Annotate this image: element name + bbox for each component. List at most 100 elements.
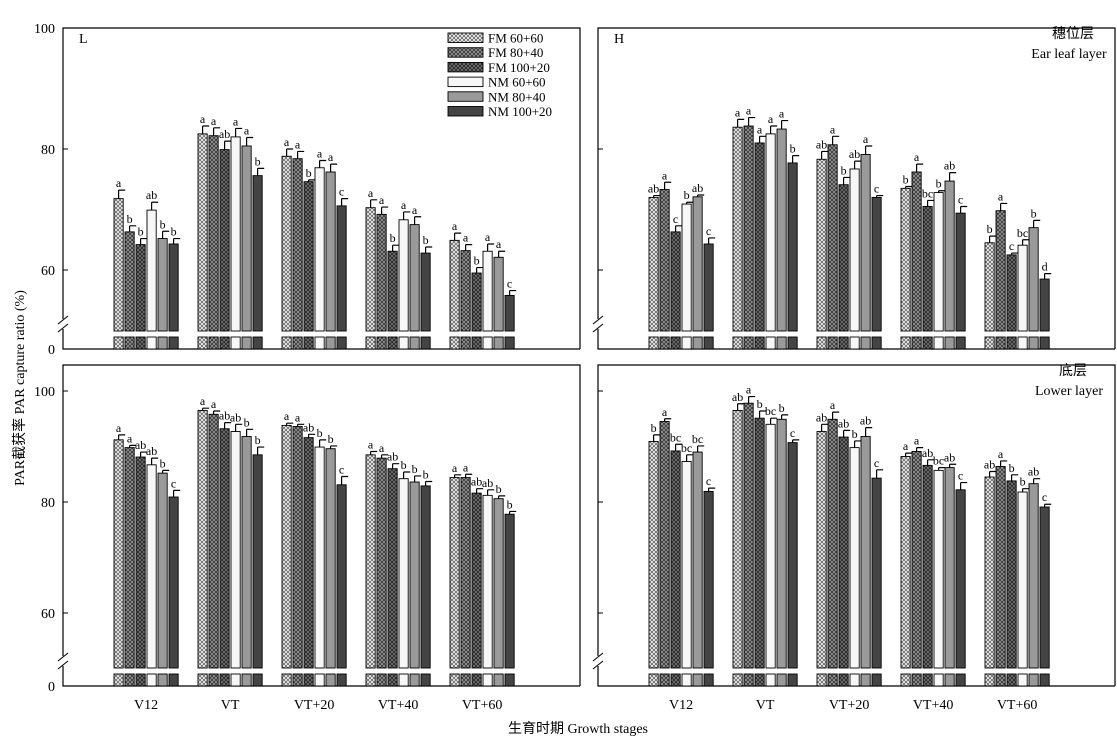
significance-label: a [863, 132, 869, 146]
significance-label: ab [984, 457, 995, 471]
bar-fm-100-20-vt-60 [1006, 254, 1017, 332]
bar-fm-80-40-v12 [124, 447, 135, 669]
error-bar [737, 403, 745, 411]
error-bar [1033, 219, 1041, 228]
error-bar [1044, 503, 1052, 507]
significance-label: a [662, 168, 668, 182]
bar-fm-100-20-v12 [670, 231, 681, 332]
bar-fm-80-40-vt-60 [460, 477, 471, 669]
bar-stub-nm-80-40-vt-20 [325, 673, 336, 687]
significance-label: ab [692, 181, 703, 195]
significance-label: a [735, 105, 741, 119]
bar-stub-fm-60-60-vt-20 [281, 336, 292, 350]
significance-label: c [790, 426, 795, 440]
error-bar [832, 411, 840, 420]
error-bar [454, 232, 462, 241]
bar-stub-nm-80-40-vt [776, 673, 787, 687]
bar-stub-nm-100-20-v12 [703, 336, 714, 350]
legend-swatch [447, 32, 484, 43]
error-bar [414, 475, 422, 483]
bar-stub-fm-60-60-v12 [113, 336, 124, 350]
bar-stub-fm-100-20-vt-20 [838, 336, 849, 350]
error-bar [770, 417, 778, 425]
bar-nm-80-40-vt [776, 418, 787, 669]
significance-label: a [244, 124, 250, 138]
bar-fm-100-20-vt-20 [303, 437, 314, 669]
bar-stub-nm-100-20-vt-60 [504, 673, 515, 687]
axis-frame [62, 27, 581, 349]
bar-stub-nm-100-20-v12 [168, 336, 179, 350]
error-bar [151, 457, 159, 465]
error-bar [370, 450, 378, 455]
significance-label: a [463, 231, 469, 245]
error-bar [960, 481, 968, 490]
error-bar [675, 225, 683, 232]
error-bar [865, 145, 873, 155]
error-bar [675, 443, 683, 451]
error-bar [465, 473, 473, 478]
error-bar [487, 489, 495, 496]
bar-fm-60-60-vt [732, 409, 743, 669]
significance-label: a [914, 434, 920, 448]
bar-stub-nm-100-20-v12 [703, 673, 714, 687]
bar-stub-fm-100-20-vt-60 [471, 336, 482, 350]
bar-nm-60-60-vt-60 [1017, 244, 1028, 332]
significance-label: c [507, 277, 512, 291]
significance-label: c [1042, 490, 1047, 504]
bar-stub-fm-60-60-vt-40 [900, 673, 911, 687]
bar-nm-80-40-vt [241, 145, 252, 332]
bar-stub-nm-100-20-vt [252, 673, 263, 687]
bar-stub-nm-100-20-vt-40 [955, 336, 966, 350]
significance-label: ab [816, 137, 827, 151]
significance-label: ab [922, 446, 933, 460]
significance-label: a [830, 398, 836, 412]
panel-letter: L [79, 32, 88, 47]
y-tick-label: 60 [41, 607, 55, 622]
error-bar [770, 125, 778, 134]
bar-fm-80-40-vt-60 [995, 466, 1006, 669]
bar-stub-fm-100-20-vt [219, 336, 230, 350]
bar-stub-fm-100-20-vt [219, 673, 230, 687]
error-bar [748, 116, 756, 127]
error-bar [129, 225, 137, 232]
legend-item-nm-80-40: NM 80+40 [447, 89, 546, 104]
bar-nm-60-60-vt-40 [398, 219, 409, 332]
error-bar [403, 211, 411, 220]
significance-label: b [255, 433, 261, 447]
bar-stub-nm-60-60-vt [765, 673, 776, 687]
error-bar [1000, 460, 1008, 467]
significance-label: a [830, 122, 836, 136]
error-bar [425, 246, 433, 254]
significance-label: a [779, 107, 785, 121]
bar-nm-100-20-vt-60 [504, 294, 515, 332]
bar-fm-80-40-vt-20 [827, 418, 838, 669]
bar-fm-100-20-v12 [135, 244, 146, 332]
error-bar [686, 454, 694, 462]
bar-stub-fm-80-40-v12 [124, 336, 135, 350]
axis-break-mark [592, 652, 604, 670]
significance-label: b [160, 217, 166, 231]
bar-nm-80-40-v12 [692, 451, 703, 669]
bar-fm-100-20-vt-60 [471, 492, 482, 669]
error-bar [330, 163, 338, 172]
significance-label: ab [944, 159, 955, 173]
bar-stub-fm-60-60-vt-60 [449, 336, 460, 350]
error-bar [140, 451, 148, 458]
significance-label: b [423, 233, 429, 247]
bar-stub-nm-100-20-vt [787, 336, 798, 350]
bar-stub-fm-100-20-vt-40 [922, 673, 933, 687]
bar-stub-nm-60-60-v12 [681, 336, 692, 350]
bar-fm-60-60-vt-60 [984, 476, 995, 669]
bar-fm-100-20-vt-60 [471, 272, 482, 332]
error-bar [905, 452, 913, 457]
significance-label: ab [1028, 465, 1039, 479]
bar-stub-nm-60-60-vt-40 [933, 336, 944, 350]
bar-stub-fm-100-20-vt [754, 673, 765, 687]
bar-stub-fm-60-60-vt [197, 673, 208, 687]
significance-label: a [998, 189, 1004, 203]
error-bar [414, 216, 422, 225]
significance-label: a [757, 122, 763, 136]
significance-label: b [841, 163, 847, 177]
bar-fm-80-40-vt-60 [460, 250, 471, 332]
significance-label: b [779, 401, 785, 415]
